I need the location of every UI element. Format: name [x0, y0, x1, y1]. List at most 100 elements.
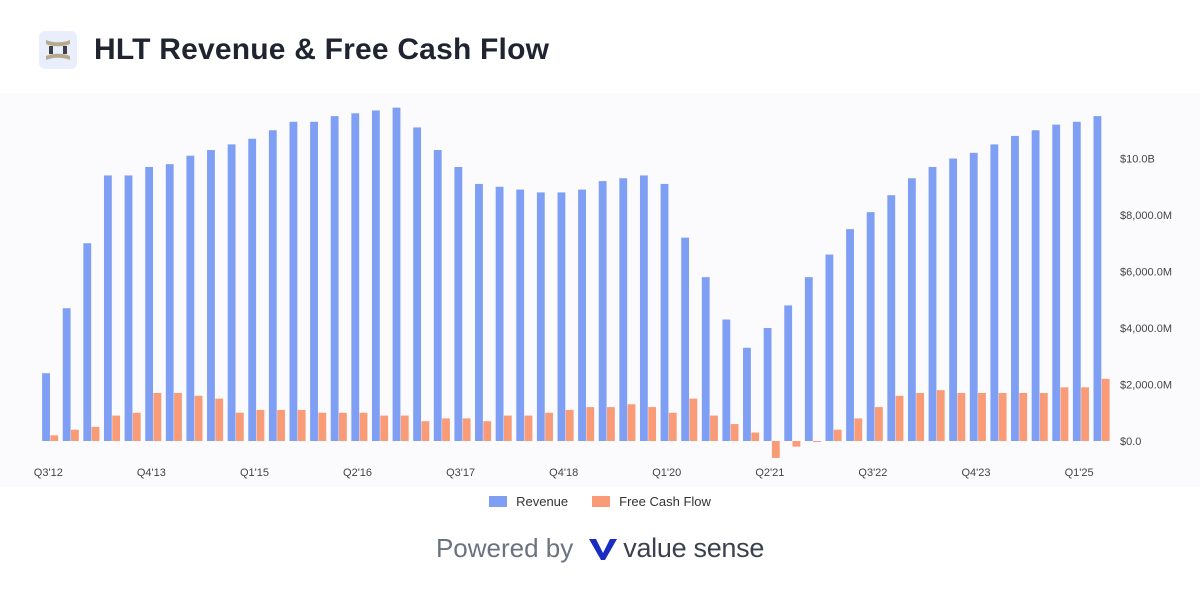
revenue-bar[interactable]	[351, 113, 360, 442]
fcf-bar[interactable]	[710, 415, 718, 441]
revenue-bar[interactable]	[1093, 116, 1102, 441]
revenue-bar[interactable]	[969, 152, 978, 441]
fcf-bar[interactable]	[1060, 387, 1069, 441]
revenue-bar[interactable]	[289, 121, 298, 442]
fcf-bar[interactable]	[565, 409, 574, 441]
fcf-bar[interactable]	[524, 415, 533, 441]
revenue-bar[interactable]	[248, 138, 257, 441]
revenue-bar[interactable]	[454, 166, 463, 441]
fcf-bar[interactable]	[1019, 392, 1028, 441]
fcf-bar[interactable]	[70, 429, 79, 441]
fcf-bar[interactable]	[978, 392, 986, 441]
fcf-bar[interactable]	[174, 392, 182, 441]
revenue-bar[interactable]	[475, 183, 483, 442]
fcf-bar[interactable]	[648, 407, 657, 441]
fcf-bar[interactable]	[442, 418, 450, 441]
revenue-bar[interactable]	[1031, 130, 1040, 441]
revenue-bar[interactable]	[784, 305, 793, 441]
legend-item-fcf[interactable]: Free Cash Flow	[592, 494, 711, 509]
revenue-bar[interactable]	[1052, 124, 1061, 441]
fcf-bar[interactable]	[132, 412, 141, 441]
revenue-bar[interactable]	[62, 308, 71, 441]
fcf-bar[interactable]	[400, 415, 409, 441]
revenue-bar[interactable]	[701, 277, 710, 441]
revenue-bar[interactable]	[722, 319, 731, 441]
revenue-bar[interactable]	[310, 121, 318, 442]
revenue-bar[interactable]	[743, 347, 751, 441]
fcf-bar[interactable]	[91, 426, 100, 441]
fcf-bar[interactable]	[503, 415, 512, 441]
fcf-bar[interactable]	[771, 441, 780, 458]
revenue-bar[interactable]	[804, 277, 813, 441]
fcf-bar[interactable]	[462, 418, 471, 441]
fcf-bar[interactable]	[874, 407, 883, 441]
revenue-bar[interactable]	[619, 178, 628, 441]
revenue-bar[interactable]	[763, 328, 772, 441]
revenue-bar[interactable]	[268, 130, 277, 441]
fcf-bar[interactable]	[813, 441, 821, 442]
revenue-bar[interactable]	[103, 175, 112, 441]
fcf-bar[interactable]	[936, 390, 945, 441]
fcf-bar[interactable]	[916, 392, 925, 441]
fcf-bar[interactable]	[112, 415, 121, 441]
revenue-bar[interactable]	[433, 150, 442, 441]
fcf-bar[interactable]	[854, 418, 863, 441]
revenue-bar[interactable]	[42, 373, 50, 441]
fcf-bar[interactable]	[297, 409, 306, 441]
fcf-bar[interactable]	[586, 407, 595, 441]
fcf-bar[interactable]	[957, 392, 966, 441]
revenue-bar[interactable]	[681, 237, 690, 441]
revenue-bar[interactable]	[1072, 121, 1081, 442]
revenue-bar[interactable]	[949, 158, 958, 442]
revenue-bar[interactable]	[928, 166, 937, 441]
fcf-bar[interactable]	[545, 412, 553, 441]
fcf-bar[interactable]	[421, 421, 430, 441]
revenue-bar[interactable]	[598, 181, 607, 441]
fcf-bar[interactable]	[689, 398, 698, 441]
revenue-bar[interactable]	[371, 110, 380, 441]
fcf-bar[interactable]	[998, 392, 1007, 441]
fcf-bar[interactable]	[751, 432, 760, 441]
fcf-bar[interactable]	[1101, 378, 1110, 441]
revenue-bar[interactable]	[825, 254, 834, 441]
fcf-bar[interactable]	[153, 392, 162, 441]
fcf-bar[interactable]	[194, 395, 203, 441]
fcf-bar[interactable]	[895, 395, 904, 441]
revenue-bar[interactable]	[165, 164, 174, 441]
fcf-bar[interactable]	[668, 412, 677, 441]
revenue-bar[interactable]	[145, 166, 154, 441]
revenue-bar[interactable]	[186, 155, 195, 442]
revenue-bar[interactable]	[207, 150, 215, 441]
fcf-bar[interactable]	[215, 398, 224, 441]
revenue-bar[interactable]	[660, 183, 669, 442]
fcf-bar[interactable]	[235, 412, 244, 441]
revenue-bar[interactable]	[887, 195, 896, 441]
revenue-bar[interactable]	[907, 178, 916, 441]
revenue-bar[interactable]	[990, 144, 999, 441]
revenue-bar[interactable]	[639, 175, 648, 441]
fcf-bar[interactable]	[359, 412, 368, 441]
revenue-bar[interactable]	[846, 229, 854, 441]
fcf-bar[interactable]	[1039, 392, 1048, 441]
revenue-bar[interactable]	[578, 189, 586, 441]
revenue-bar[interactable]	[392, 107, 401, 442]
legend-item-revenue[interactable]: Revenue	[489, 494, 568, 509]
revenue-bar[interactable]	[495, 186, 504, 441]
fcf-bar[interactable]	[50, 435, 59, 441]
fcf-bar[interactable]	[792, 441, 801, 447]
fcf-bar[interactable]	[627, 404, 636, 441]
fcf-bar[interactable]	[256, 409, 265, 441]
fcf-bar[interactable]	[606, 407, 615, 441]
fcf-bar[interactable]	[483, 421, 492, 441]
fcf-bar[interactable]	[277, 409, 285, 441]
fcf-bar[interactable]	[1081, 387, 1089, 441]
revenue-bar[interactable]	[1011, 135, 1019, 441]
value-sense-logo[interactable]: value sense	[587, 533, 764, 564]
revenue-bar[interactable]	[227, 144, 236, 441]
fcf-bar[interactable]	[730, 424, 739, 441]
fcf-bar[interactable]	[380, 415, 389, 441]
revenue-bar[interactable]	[124, 175, 133, 441]
fcf-bar[interactable]	[833, 429, 842, 441]
fcf-bar[interactable]	[338, 412, 347, 441]
revenue-bar[interactable]	[83, 243, 92, 441]
